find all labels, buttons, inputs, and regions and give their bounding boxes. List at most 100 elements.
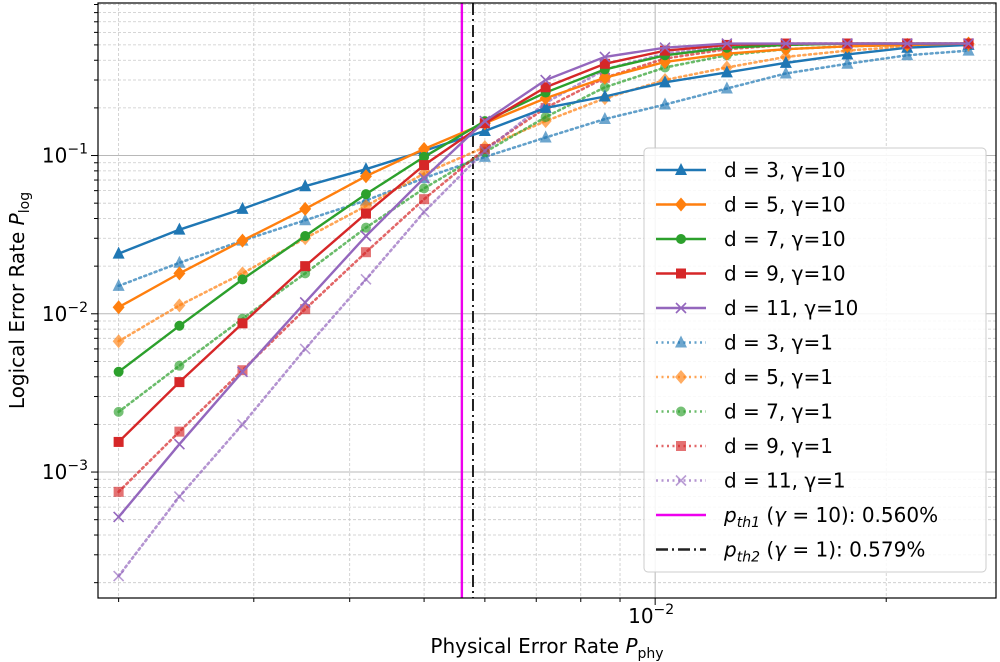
data-point — [300, 304, 311, 315]
data-point — [659, 97, 672, 110]
data-point — [173, 255, 186, 268]
y-tick-label: 10−3 — [42, 458, 88, 484]
series-1 — [112, 37, 975, 259]
data-point — [174, 320, 185, 331]
legend-entry: d = 9, γ=10 — [656, 262, 846, 286]
y-axis-label: Logical Error Rate Plog — [5, 192, 33, 409]
legend-entry-threshold: pth1 (γ = 10): 0.560% — [656, 503, 938, 531]
data-point — [901, 48, 914, 61]
legend-entry: d = 3, γ=1 — [656, 331, 833, 355]
y-tick-label: 10−2 — [42, 300, 88, 326]
data-point — [112, 278, 125, 291]
data-point — [841, 56, 854, 69]
data-point — [360, 230, 372, 242]
data-point — [779, 55, 792, 68]
data-point — [237, 318, 248, 329]
data-point — [841, 47, 854, 60]
data-point — [113, 366, 124, 377]
data-point — [300, 261, 311, 272]
legend-entry: d = 3, γ=10 — [656, 158, 846, 182]
legend-label: d = 7, γ=1 — [724, 400, 833, 424]
data-point — [360, 208, 371, 219]
data-point — [360, 189, 371, 200]
legend-marker — [675, 370, 687, 384]
data-point — [113, 511, 125, 523]
legend-label: d = 9, γ=1 — [724, 434, 833, 458]
data-point — [539, 130, 552, 143]
legend-marker — [676, 268, 686, 279]
legend-label: d = 3, γ=10 — [724, 158, 846, 182]
legend-marker — [676, 234, 686, 244]
data-point — [599, 51, 611, 63]
legend-label: d = 5, γ=10 — [724, 193, 846, 217]
data-point — [237, 274, 248, 285]
data-point — [113, 436, 124, 447]
data-point — [112, 246, 125, 259]
data-point — [299, 201, 312, 216]
data-point — [113, 570, 125, 582]
data-point — [174, 426, 185, 437]
data-point — [598, 70, 611, 85]
data-point — [299, 296, 311, 308]
data-point — [659, 75, 672, 88]
data-point — [779, 66, 792, 79]
data-point — [841, 37, 853, 50]
data-point — [236, 201, 249, 214]
legend-entry: d = 5, γ=10 — [656, 193, 846, 217]
y-tick-label: 10−1 — [42, 142, 88, 168]
data-point — [540, 74, 552, 86]
y-tick-label-base: 10 — [42, 460, 67, 484]
legend-label: d = 11, γ=10 — [724, 296, 858, 320]
legend-entry: d = 5, γ=1 — [656, 365, 833, 389]
data-point — [539, 100, 552, 113]
data-point — [419, 151, 430, 162]
data-point — [113, 406, 124, 417]
data-point — [479, 115, 491, 127]
y-tick-label-base: 10 — [42, 144, 67, 168]
data-point — [419, 160, 430, 171]
data-point — [598, 112, 611, 125]
legend-label: d = 5, γ=1 — [724, 365, 833, 389]
x-axis-label-symbol: P — [625, 634, 638, 658]
legend-label: pth1 (γ = 10): 0.560% — [723, 503, 938, 531]
data-point — [359, 169, 372, 184]
data-point — [173, 490, 185, 503]
data-point — [236, 418, 249, 430]
data-point — [901, 37, 913, 50]
y-axis-label-symbol: P — [5, 212, 29, 225]
data-point — [721, 39, 732, 50]
data-point — [173, 438, 185, 450]
data-point — [962, 37, 975, 50]
axis-ticks: 10−310−210−110−2 — [42, 4, 887, 628]
data-point — [419, 194, 430, 205]
legend-label: d = 7, γ=10 — [724, 227, 846, 251]
y-tick-label-base: 10 — [42, 302, 67, 326]
x-tick-label-base: 10 — [628, 604, 653, 628]
y-tick-label-exp: −1 — [67, 142, 88, 158]
legend-entry: d = 7, γ=10 — [656, 227, 846, 251]
legend-label: d = 11, γ=1 — [724, 469, 846, 493]
data-point — [112, 300, 125, 315]
legend-marker — [675, 197, 687, 212]
data-point — [236, 233, 249, 248]
x-axis-label: Physical Error Rate Pphy — [430, 634, 663, 662]
legend-label: d = 3, γ=1 — [724, 331, 833, 355]
legend-marker — [675, 163, 687, 175]
series-layer — [112, 36, 975, 582]
data-point — [479, 145, 491, 157]
legend-entry: d = 9, γ=1 — [656, 434, 833, 458]
y-axis-label-text: Logical Error Rate — [5, 232, 29, 409]
data-point — [780, 37, 792, 50]
data-point — [360, 222, 371, 233]
data-point — [540, 112, 551, 123]
data-point — [479, 143, 490, 154]
legend-marker — [675, 335, 687, 348]
threshold-lines — [460, 3, 474, 598]
data-point — [660, 45, 671, 56]
data-point — [300, 231, 311, 242]
legend-box — [643, 147, 987, 573]
data-point — [599, 58, 610, 69]
data-point — [174, 360, 185, 371]
x-axis-label-sub: phy — [638, 646, 664, 662]
legend-entry: d = 7, γ=1 — [656, 400, 833, 424]
